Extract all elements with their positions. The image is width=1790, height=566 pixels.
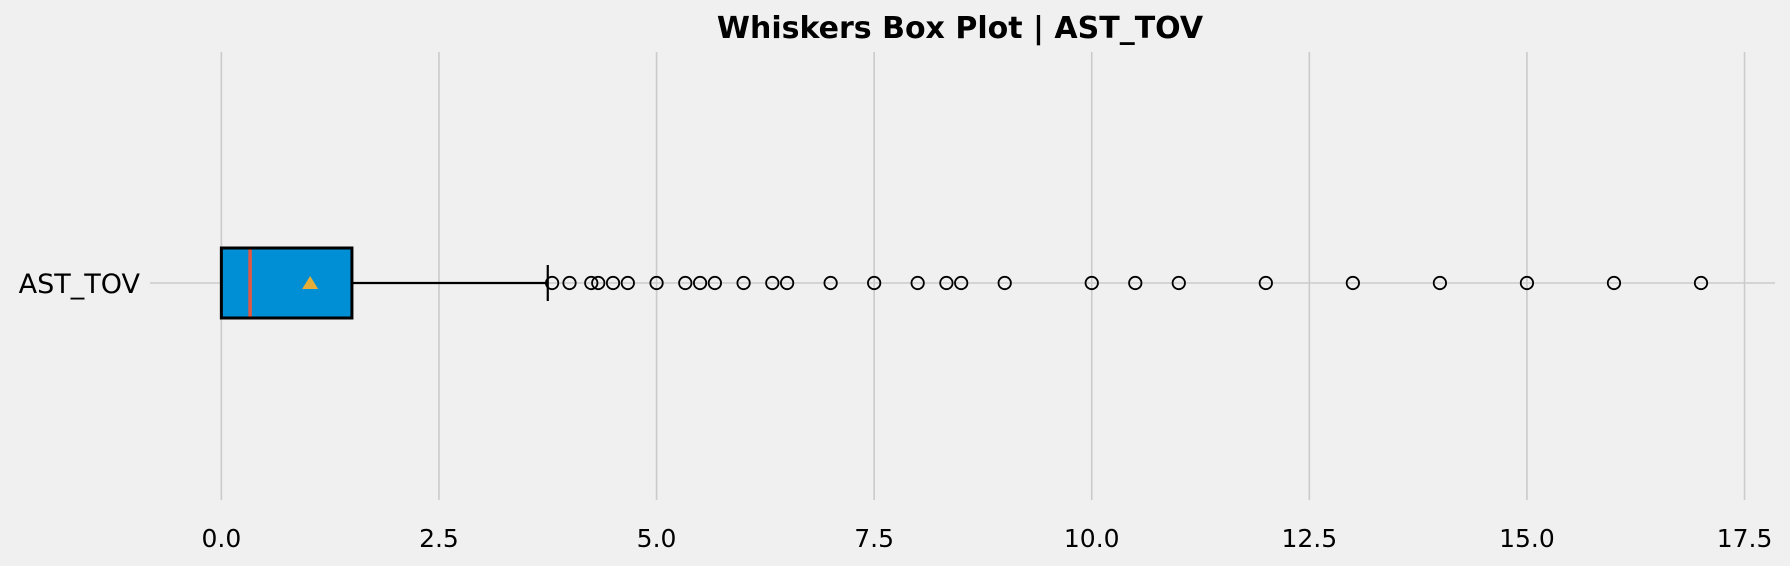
outlier-point <box>997 275 1012 291</box>
outlier-point <box>649 275 664 291</box>
outlier-point <box>620 275 635 291</box>
axes: 0.0 2.5 5.0 7.5 10.0 12.5 15.0 17.5 AST_TOV <box>19 269 1773 553</box>
outlier-point <box>692 275 708 291</box>
mean-marker <box>302 276 319 289</box>
outlier-point <box>707 275 722 291</box>
x-tick-label: 0.0 <box>201 524 241 553</box>
outlier-point <box>1171 275 1186 291</box>
outlier-point <box>1128 275 1143 291</box>
outlier-point <box>1084 275 1099 291</box>
x-tick-label: 17.5 <box>1717 524 1773 553</box>
outlier-point <box>584 275 599 291</box>
outlier-point <box>939 275 954 291</box>
x-tick-label: 5.0 <box>637 524 677 553</box>
iqr-box <box>219 246 354 320</box>
outlier-point <box>867 275 882 291</box>
outlier-point <box>1606 275 1622 291</box>
x-tick-label: 15.0 <box>1499 524 1555 553</box>
outlier-point <box>605 275 621 291</box>
outlier-point <box>1258 275 1273 291</box>
outlier-point <box>910 275 925 291</box>
outlier-point <box>545 275 560 291</box>
outlier-point <box>591 275 606 291</box>
outlier-point <box>823 275 838 291</box>
x-tick-label: 2.5 <box>419 524 459 553</box>
outlier-point <box>765 275 780 291</box>
outlier-point <box>1519 275 1535 291</box>
outlier-point <box>562 275 577 291</box>
x-tick-label: 10.0 <box>1064 524 1120 553</box>
outlier-point <box>1345 275 1360 291</box>
y-tick-label: AST_TOV <box>19 269 141 300</box>
outlier-point <box>1432 275 1448 291</box>
outlier-point <box>1693 275 1709 291</box>
outlier-point <box>780 275 795 291</box>
chart-title: Whiskers Box Plot | AST_TOV <box>717 11 1204 46</box>
x-tick-label: 7.5 <box>854 524 894 553</box>
outlier-point <box>678 275 693 291</box>
outlier-point <box>954 275 969 291</box>
x-tick-label: 12.5 <box>1282 524 1338 553</box>
plot-area <box>219 246 1709 320</box>
outlier-point <box>736 275 751 291</box>
